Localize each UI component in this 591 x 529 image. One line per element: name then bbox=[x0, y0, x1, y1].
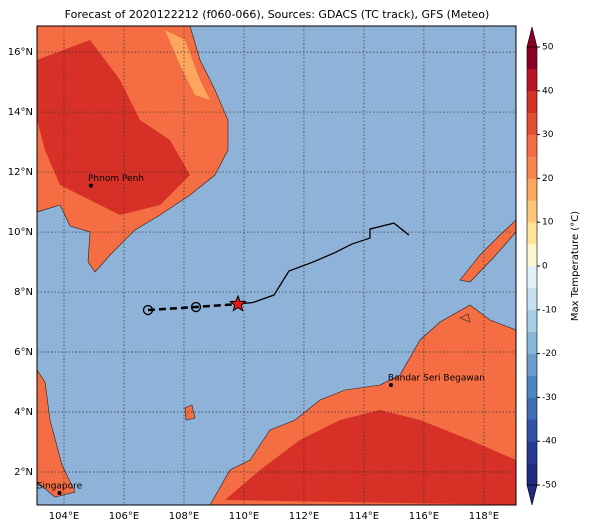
borneo-hot bbox=[225, 410, 516, 505]
colorbar-extend-top bbox=[526, 26, 538, 48]
colorbar-bin bbox=[527, 375, 537, 398]
colorbar-bin bbox=[527, 309, 537, 332]
lon-tick-label: 118°E bbox=[469, 511, 499, 522]
lon-tick-label: 112°E bbox=[289, 511, 319, 522]
city-marker bbox=[388, 383, 393, 388]
colorbar-tick-label: 40 bbox=[542, 86, 554, 96]
lat-tick-label: 14°N bbox=[8, 107, 33, 118]
city-label: Singapore bbox=[37, 482, 83, 492]
current-position bbox=[229, 294, 247, 312]
lon-tick-label: 110°E bbox=[229, 511, 259, 522]
palawan bbox=[459, 219, 516, 283]
colorbar-bin bbox=[527, 200, 537, 223]
colorbar-bin bbox=[527, 463, 537, 486]
map-frame bbox=[36, 25, 517, 506]
colorbar-tick-label: 20 bbox=[542, 174, 554, 184]
colorbar-bin bbox=[527, 287, 537, 311]
city-label: Phnom Penh bbox=[88, 174, 144, 184]
city-label: Bandar Seri Begawan bbox=[388, 374, 485, 384]
colorbar-bin bbox=[527, 353, 537, 376]
lat-tick-label: 12°N bbox=[8, 167, 33, 178]
colorbar-tick-label: 30 bbox=[542, 130, 554, 140]
lon-tick-label: 116°E bbox=[409, 511, 439, 522]
colorbar-tick-label: -50 bbox=[542, 481, 557, 491]
indochina-cool bbox=[165, 30, 210, 100]
forecast-line bbox=[147, 302, 239, 312]
lon-tick-label: 104°E bbox=[49, 511, 79, 522]
colorbar-tick-label: -10 bbox=[542, 305, 557, 315]
forecast-point bbox=[142, 304, 154, 316]
colorbar-tick-label: -30 bbox=[542, 393, 557, 403]
colorbar-bin bbox=[527, 266, 537, 289]
lat-tick-label: 16°N bbox=[8, 47, 33, 58]
lat-tick-label: 8°N bbox=[14, 287, 33, 298]
colorbar-bin bbox=[527, 222, 537, 245]
lat-tick-label: 6°N bbox=[14, 347, 33, 358]
colorbar-bin bbox=[527, 47, 537, 70]
lat-tick-label: 2°N bbox=[14, 467, 33, 478]
colorbar-bin bbox=[527, 244, 537, 267]
indochina-hot bbox=[37, 40, 190, 215]
colorbar-tick-label: 0 bbox=[542, 262, 548, 272]
colorbar-bin bbox=[527, 90, 537, 113]
island bbox=[459, 313, 471, 323]
colorbar-bin bbox=[527, 156, 537, 179]
lat-tick-label: 4°N bbox=[14, 407, 33, 418]
colorbar-tick-label: -20 bbox=[542, 349, 557, 359]
colorbar-bin bbox=[527, 419, 537, 442]
colorbar-tick-label: 50 bbox=[542, 43, 554, 53]
city-marker bbox=[88, 183, 93, 188]
colorbar-bin bbox=[527, 68, 537, 92]
colorbar-bin bbox=[527, 112, 537, 135]
lat-tick-label: 10°N bbox=[8, 227, 33, 238]
island bbox=[184, 404, 196, 421]
title: Forecast of 2020122212 (f060-066), Sourc… bbox=[65, 8, 490, 21]
forecast-point bbox=[190, 301, 202, 313]
colorbar-extend-bottom bbox=[526, 484, 538, 506]
lon-tick-label: 106°E bbox=[109, 511, 139, 522]
colorbar-bin bbox=[527, 178, 537, 201]
colorbar-bin bbox=[527, 441, 537, 464]
lon-tick-label: 114°E bbox=[349, 511, 379, 522]
lon-tick-label: 108°E bbox=[169, 511, 199, 522]
colorbar-bin bbox=[527, 331, 537, 354]
colorbar-bin bbox=[527, 134, 537, 157]
city-marker bbox=[57, 491, 62, 496]
colorbar-bin bbox=[527, 397, 537, 420]
track-line bbox=[237, 222, 410, 305]
malay-peninsula bbox=[37, 369, 76, 498]
colorbar-tick-label: -40 bbox=[542, 437, 557, 447]
map-area: Phnom Penh Bandar Seri Begawan Singapore bbox=[37, 26, 516, 505]
colorbar-tick-label: 10 bbox=[542, 218, 554, 228]
colorbar-label: Max Temperature (°C) bbox=[570, 211, 581, 321]
